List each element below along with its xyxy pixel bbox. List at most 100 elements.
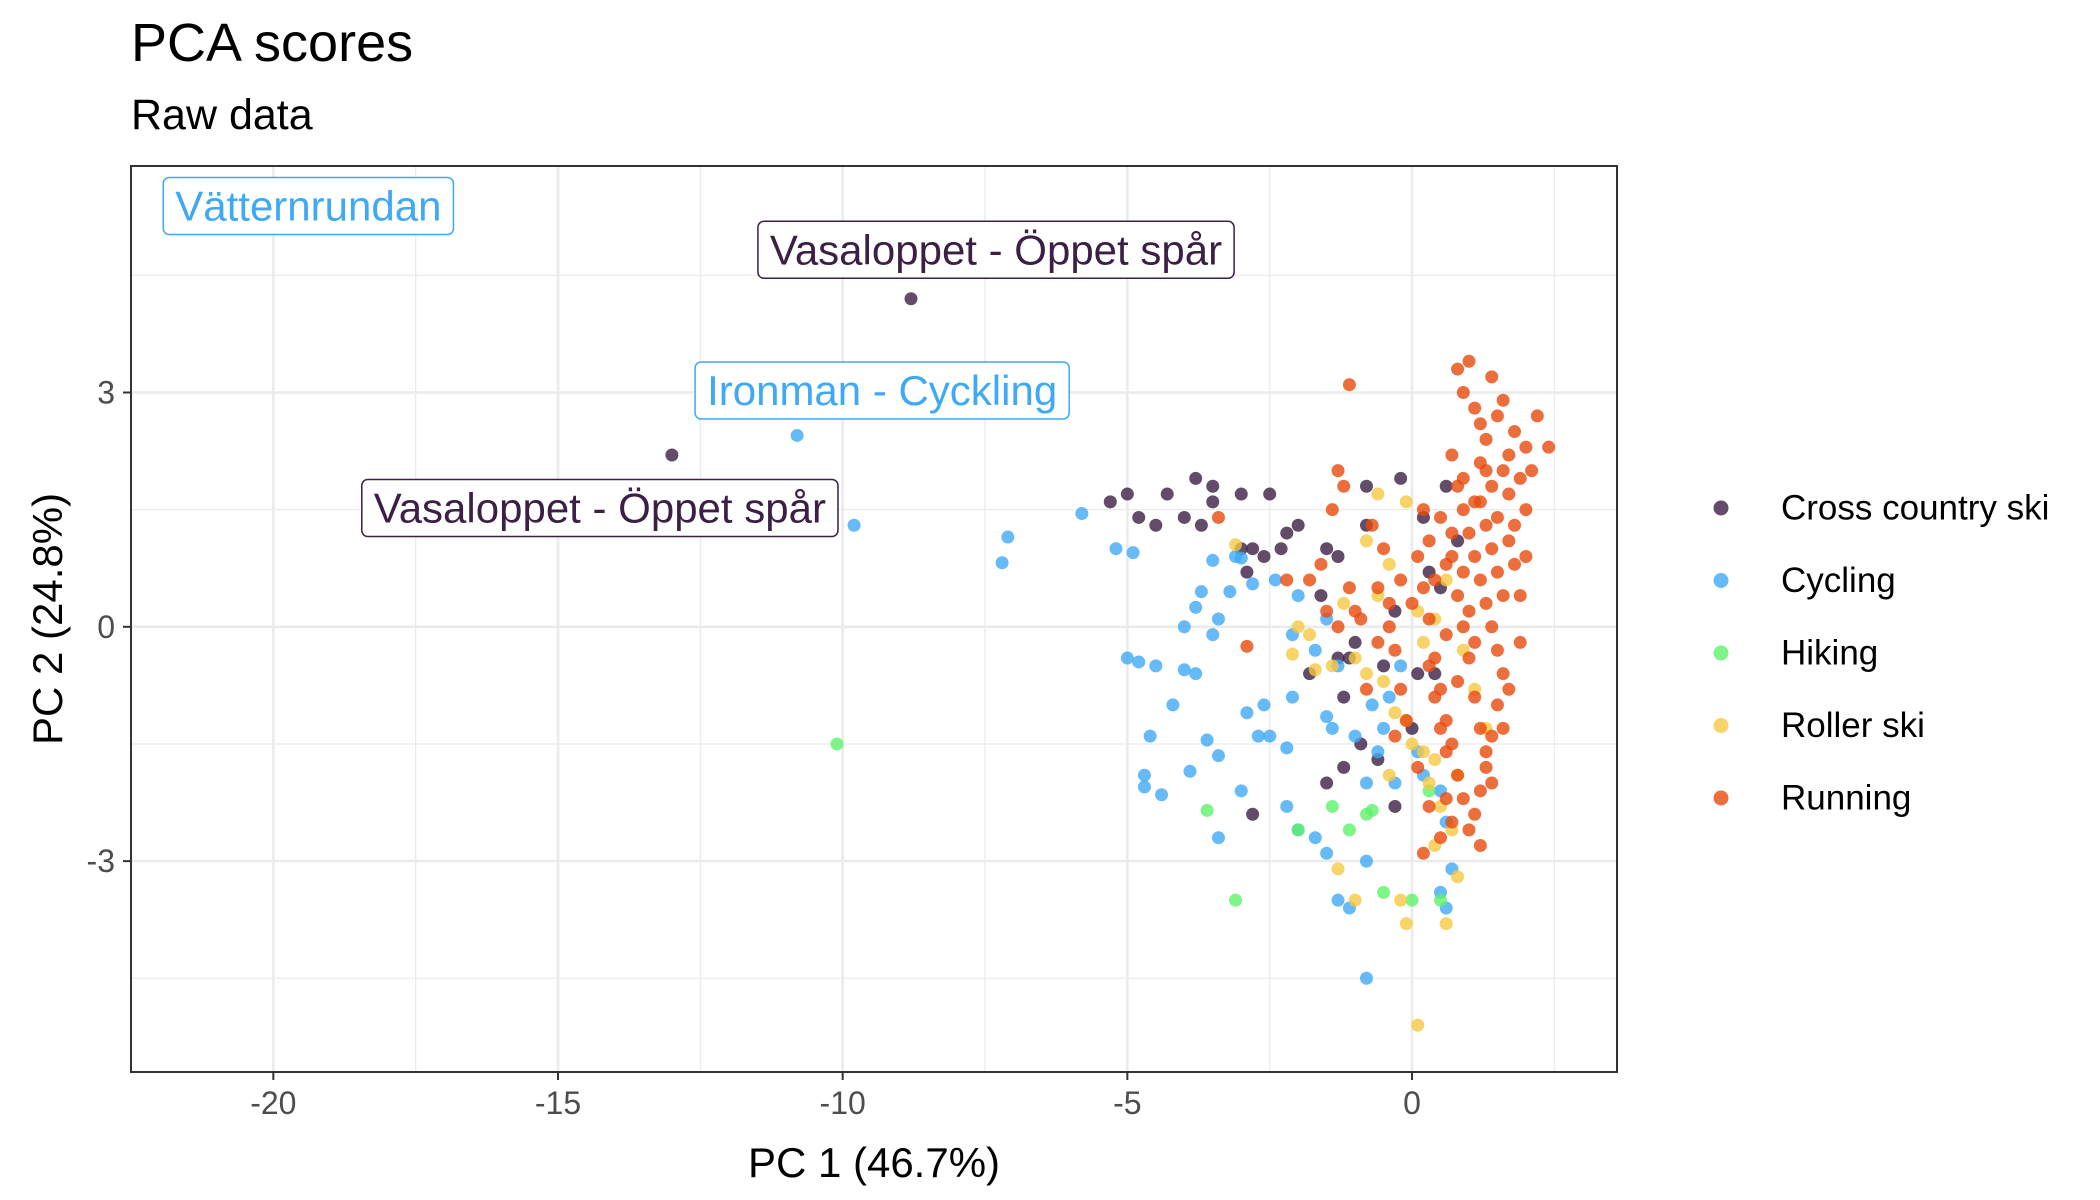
x-tick-label: -10	[820, 1085, 866, 1121]
data-point	[1359, 854, 1373, 868]
series-hiking	[830, 737, 1448, 907]
data-point	[1348, 604, 1362, 618]
data-point	[1388, 706, 1402, 720]
data-point	[1479, 464, 1493, 478]
data-point	[1422, 776, 1436, 790]
data-point	[1325, 799, 1339, 813]
legend-key	[1713, 573, 1729, 588]
data-point	[1132, 510, 1146, 524]
data-point	[1206, 553, 1220, 567]
data-point	[1462, 823, 1476, 837]
data-point	[1394, 893, 1408, 907]
data-point	[1434, 682, 1448, 696]
legend-key	[1713, 718, 1729, 733]
data-point	[1137, 780, 1151, 794]
data-point	[1462, 651, 1476, 665]
data-point	[1251, 729, 1265, 743]
data-point	[1331, 862, 1345, 876]
x-tick-label: -20	[250, 1085, 296, 1121]
data-point	[1416, 745, 1430, 759]
data-point	[1405, 737, 1419, 751]
data-point	[1479, 432, 1493, 446]
data-point	[1371, 487, 1385, 501]
data-point	[995, 556, 1009, 570]
data-point	[1439, 628, 1453, 642]
data-point	[1502, 448, 1516, 462]
data-point	[1103, 495, 1117, 509]
data-point	[1257, 698, 1271, 712]
data-point	[1439, 792, 1453, 806]
data-point	[665, 448, 679, 462]
data-point	[1468, 495, 1482, 509]
data-point	[1308, 643, 1322, 657]
data-point	[1280, 741, 1294, 755]
data-point	[1320, 710, 1334, 724]
data-point	[1303, 573, 1317, 587]
data-point	[1280, 573, 1294, 587]
ticks-layer: -20 -15 -10 -5 0 -3 0 3	[87, 375, 1421, 1122]
data-point	[1348, 651, 1362, 665]
data-point	[1451, 362, 1465, 376]
data-point	[1468, 690, 1482, 704]
data-point	[1246, 807, 1260, 821]
data-point	[1257, 550, 1271, 564]
data-point	[1479, 760, 1493, 774]
data-point	[1485, 620, 1499, 634]
data-point	[1132, 655, 1146, 669]
data-point	[1137, 768, 1151, 782]
data-point	[1359, 534, 1373, 548]
data-point	[1359, 807, 1373, 821]
data-point	[1388, 729, 1402, 743]
data-point	[1377, 542, 1391, 556]
points-layer	[175, 198, 1556, 1032]
data-point	[904, 292, 918, 306]
data-point	[1371, 745, 1385, 759]
data-point	[1325, 503, 1339, 517]
grid-layer	[130, 166, 1617, 1072]
data-point	[1308, 663, 1322, 677]
data-point	[1445, 737, 1459, 751]
data-point	[1411, 760, 1425, 774]
data-point	[1365, 698, 1379, 712]
data-point	[1377, 721, 1391, 735]
legend-label: Roller ski	[1781, 706, 1925, 745]
data-point	[1331, 464, 1345, 478]
data-point	[1490, 698, 1504, 712]
data-point	[1342, 378, 1356, 392]
data-point	[1445, 815, 1459, 829]
data-point	[1337, 479, 1351, 493]
data-point	[1263, 729, 1277, 743]
data-point	[1200, 733, 1214, 747]
data-point	[1451, 768, 1465, 782]
data-point	[1246, 542, 1260, 556]
data-point	[1508, 425, 1522, 439]
data-point	[1428, 753, 1442, 767]
data-point	[1445, 550, 1459, 564]
legend-item-cross-country-ski: Cross country ski	[1713, 489, 2049, 528]
data-point	[1189, 667, 1203, 681]
data-point	[1519, 550, 1533, 564]
data-point	[1485, 542, 1499, 556]
data-point	[1451, 589, 1465, 603]
data-point	[1445, 448, 1459, 462]
data-point	[1291, 823, 1305, 837]
annotation-label: Vasaloppet - Öppet spår	[361, 478, 839, 538]
annotation-text: Vätternrundan	[175, 183, 441, 230]
annotation-box	[162, 176, 455, 236]
x-axis-title: PC 1 (46.7%)	[748, 1139, 1000, 1186]
data-point	[1223, 585, 1237, 599]
data-point	[1422, 534, 1436, 548]
data-point	[1320, 542, 1334, 556]
data-point	[1502, 682, 1516, 696]
data-point	[1411, 667, 1425, 681]
data-point	[1377, 885, 1391, 899]
data-point	[1229, 538, 1243, 552]
data-point	[1451, 870, 1465, 884]
data-point	[1177, 620, 1191, 634]
data-point	[1246, 577, 1260, 591]
data-point	[1234, 487, 1248, 501]
data-point	[1149, 518, 1163, 532]
series-running	[1211, 354, 1556, 860]
data-point	[1428, 651, 1442, 665]
data-point	[1445, 526, 1459, 540]
